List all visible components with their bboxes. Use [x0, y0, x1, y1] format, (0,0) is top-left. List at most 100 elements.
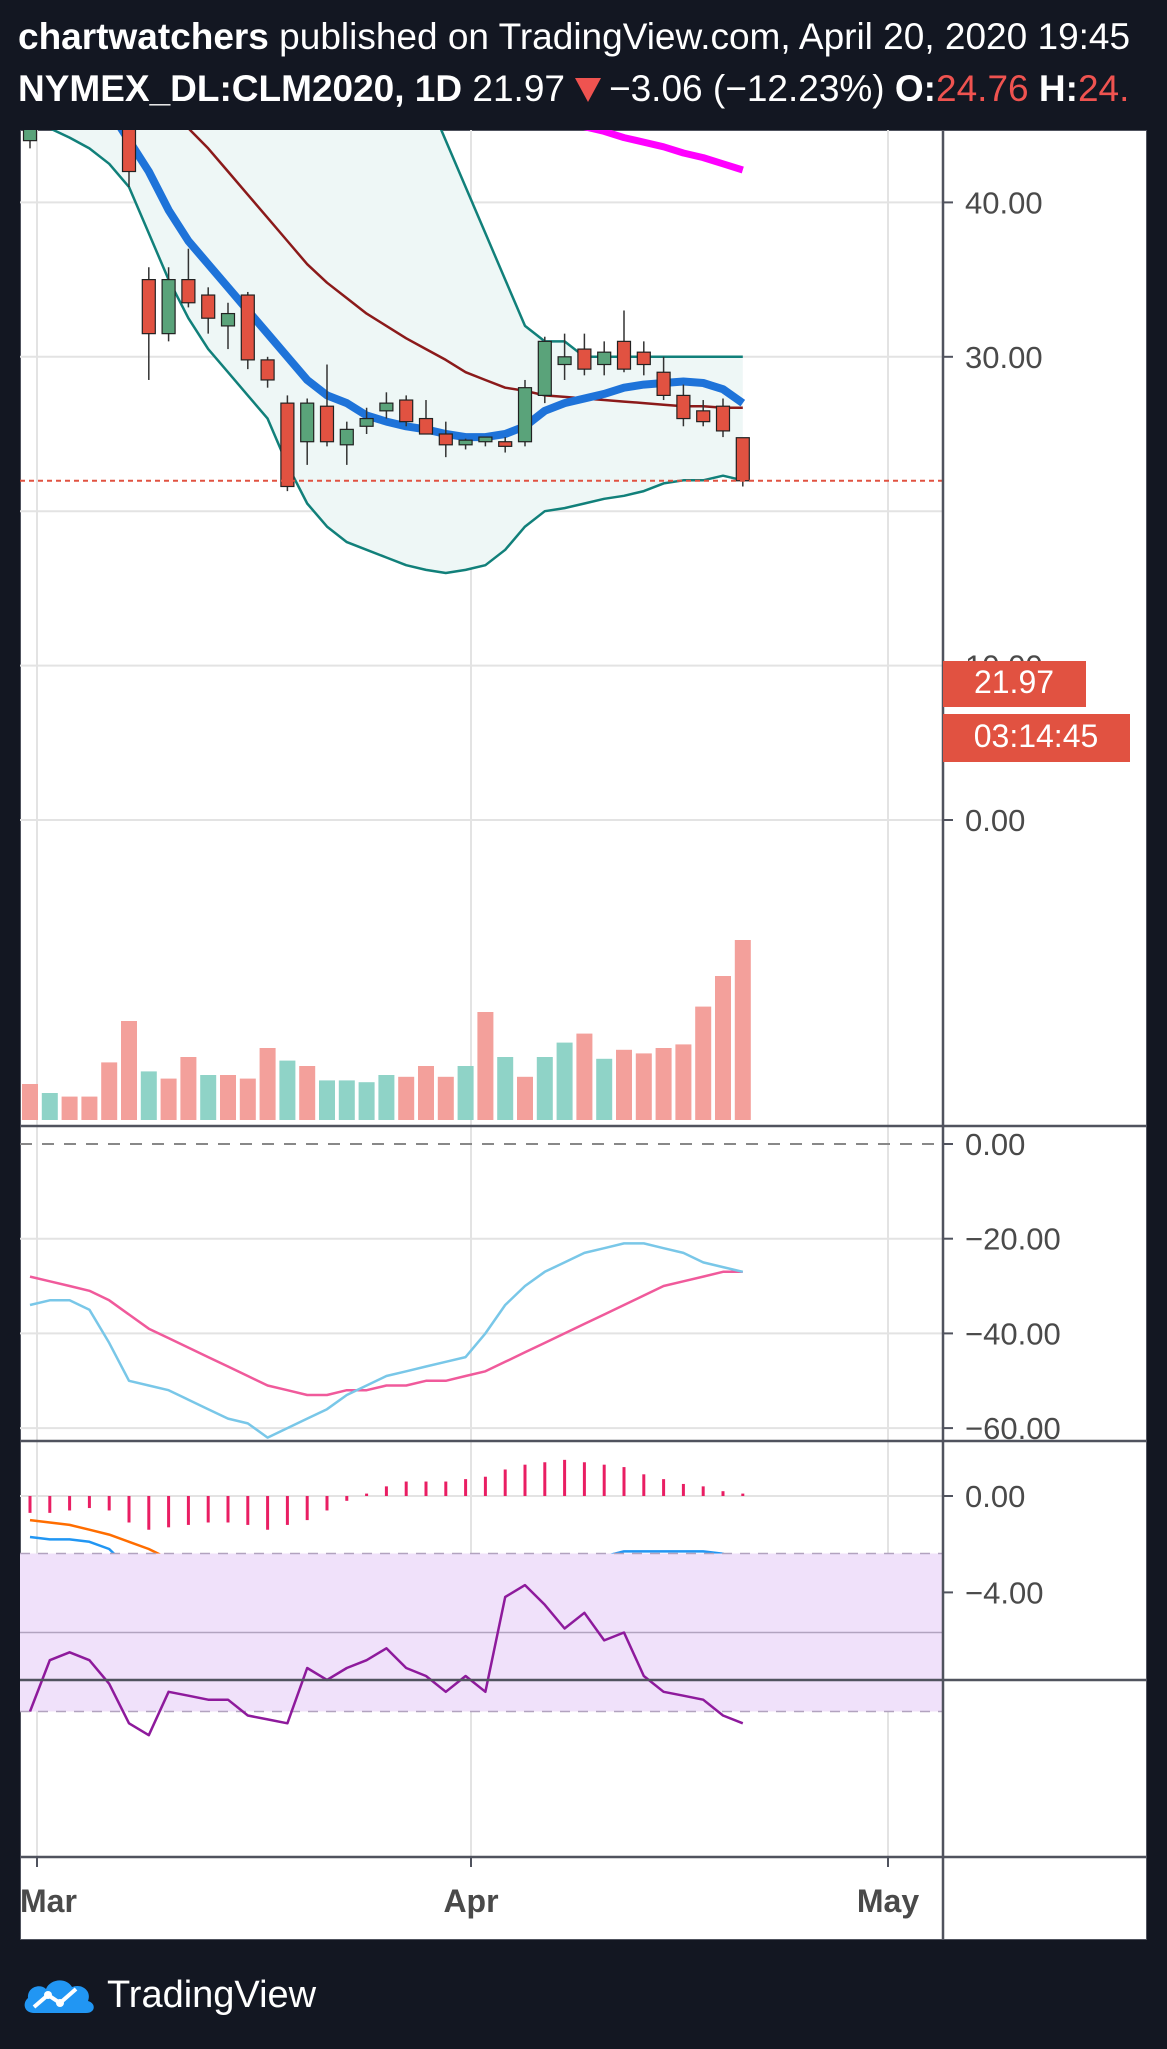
- candle-body: [578, 349, 591, 369]
- candle-body: [519, 388, 532, 442]
- volume-bar: [398, 1077, 414, 1120]
- candle-body: [182, 280, 195, 303]
- volume-bar: [42, 1093, 58, 1120]
- candle-body: [439, 434, 452, 445]
- candle-body: [697, 411, 710, 422]
- volume-bar: [616, 1050, 632, 1120]
- candle-body: [162, 280, 175, 334]
- macd-axis-label: −4.00: [965, 1575, 1043, 1610]
- candle-body: [281, 403, 294, 486]
- price-axis-label: 0.00: [965, 803, 1025, 838]
- x-axis-label: May: [857, 1883, 919, 1919]
- volume-bar: [161, 1079, 177, 1120]
- volume-bar: [22, 1084, 38, 1120]
- volume-bar: [636, 1053, 652, 1120]
- candle-body: [717, 406, 730, 431]
- volume-bar: [656, 1048, 672, 1120]
- volume-bar: [359, 1082, 375, 1120]
- volume-bar: [735, 940, 751, 1120]
- x-axis-label: Mar: [20, 1883, 77, 1919]
- x-axis-label: Apr: [443, 1883, 498, 1919]
- publish-info: chartwatchers published on TradingView.c…: [0, 12, 1167, 62]
- symbol-info: NYMEX_DL:CLM2020, 1D 21.97 −3.06 (−12.23%…: [0, 64, 1167, 114]
- published-text: published on TradingView.com, April 20, …: [279, 16, 1130, 57]
- volume-bar: [200, 1075, 216, 1120]
- open-value: 24.76: [936, 68, 1029, 109]
- rsi-pane[interactable]: [20, 1554, 943, 1736]
- open-label: O:: [895, 68, 936, 109]
- candle-body: [142, 280, 155, 334]
- volume-bar: [81, 1097, 97, 1120]
- candle-body: [499, 442, 512, 447]
- symbol-name: NYMEX_DL:CLM2020, 1D: [18, 68, 462, 109]
- footer-brand[interactable]: TradingView: [22, 1965, 316, 2025]
- trading-chart[interactable]: 0.0010.0030.0040.0050.000.00−20.00−40.00…: [20, 130, 1147, 1940]
- candle-body: [202, 295, 215, 318]
- volume-bar: [517, 1077, 533, 1120]
- price-change: −3.06 (−12.23%): [609, 68, 885, 109]
- last-price-tag-text: 21.97: [974, 664, 1054, 700]
- candle-body: [360, 419, 373, 427]
- candle-body: [420, 419, 433, 434]
- down-arrow-icon: [575, 78, 601, 102]
- volume-bar: [477, 1012, 493, 1120]
- footer-brand-text: TradingView: [107, 1965, 316, 2025]
- price-axis-label: 40.00: [965, 185, 1043, 220]
- author-name: chartwatchers: [18, 16, 269, 57]
- volume-bar: [141, 1071, 157, 1120]
- candle-body: [222, 314, 235, 326]
- volume-bar: [299, 1066, 315, 1120]
- volume-bar: [378, 1075, 394, 1120]
- candle-body: [538, 341, 551, 395]
- candle-body: [340, 429, 353, 444]
- volume-bar: [260, 1048, 276, 1120]
- candle-body: [321, 406, 334, 442]
- candle-body: [598, 352, 611, 364]
- volume-bar: [438, 1077, 454, 1120]
- volume-bar: [180, 1057, 196, 1120]
- tradingview-logo-icon: [22, 1973, 97, 2017]
- candle-body: [400, 400, 413, 422]
- candle-body: [618, 341, 631, 369]
- volume-bar: [339, 1080, 355, 1120]
- candle-body: [380, 403, 393, 411]
- volume-bar: [319, 1080, 335, 1120]
- candle-body: [677, 395, 690, 418]
- volume-bar: [101, 1062, 117, 1120]
- volume-bar: [675, 1044, 691, 1120]
- volume-bar: [279, 1061, 295, 1120]
- stoch-axis-label: 0.00: [965, 1127, 1025, 1162]
- candle-body: [123, 130, 136, 172]
- volume-bar: [596, 1059, 612, 1120]
- price-axis-label: 30.00: [965, 340, 1043, 375]
- volume-bar: [418, 1066, 434, 1120]
- volume-bar: [240, 1079, 256, 1120]
- volume-bar: [497, 1057, 513, 1120]
- high-label: H:: [1039, 68, 1078, 109]
- volume-bar: [715, 976, 731, 1120]
- candle-body: [241, 295, 254, 360]
- volume-bar: [458, 1066, 474, 1120]
- candle-body: [736, 438, 749, 481]
- candle-body: [261, 360, 274, 380]
- candle-body: [637, 352, 650, 364]
- high-value: 24.: [1078, 68, 1129, 109]
- macd-axis-label: 0.00: [965, 1479, 1025, 1514]
- candle-body: [459, 440, 472, 445]
- volume-bar: [695, 1007, 711, 1120]
- volume-bar: [62, 1097, 78, 1120]
- stoch-axis-label: −40.00: [965, 1316, 1061, 1351]
- stoch-axis-label: −20.00: [965, 1222, 1061, 1257]
- candle-body: [558, 357, 571, 365]
- candle-body: [657, 372, 670, 395]
- candle-body: [24, 130, 37, 141]
- countdown-tag-text: 03:14:45: [974, 718, 1099, 754]
- candle-body: [479, 437, 492, 442]
- volume-bar: [576, 1034, 592, 1120]
- candle-body: [301, 403, 314, 442]
- last-price: 21.97: [472, 68, 565, 109]
- volume-bar: [220, 1075, 236, 1120]
- volume-bar: [121, 1021, 137, 1120]
- stoch-axis-label: −60.00: [965, 1411, 1061, 1446]
- volume-bar: [557, 1043, 573, 1120]
